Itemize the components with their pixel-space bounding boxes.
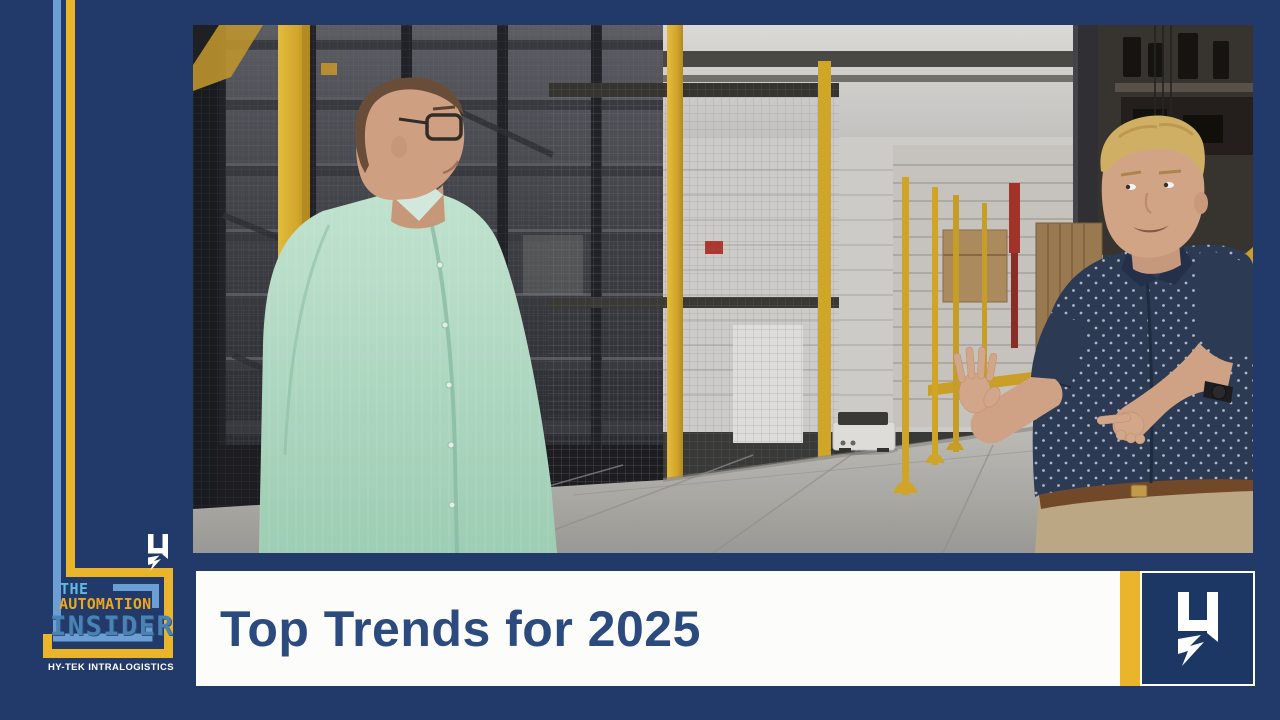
amber-beam — [193, 25, 263, 91]
person-right — [953, 115, 1253, 553]
mobile-robot — [830, 412, 898, 455]
warehouse-scene — [193, 25, 1253, 553]
video-frame[interactable] — [193, 25, 1253, 553]
person-right-pointing-arm — [1112, 343, 1233, 442]
hytek-logo-box — [1140, 571, 1255, 686]
person-left-glasses — [425, 113, 463, 141]
gold-accent-stripe — [1120, 571, 1140, 686]
blue-line — [53, 0, 153, 642]
fire-extinguisher — [1009, 183, 1020, 253]
badge-word-insider: INSIDER — [50, 611, 175, 642]
person-right-face — [1101, 140, 1205, 258]
lower-third-banner: Top Trends for 2025 — [196, 571, 1120, 686]
person-right-raised-arm — [970, 377, 1063, 444]
fence-post-yellow — [667, 25, 683, 540]
hytek-h-lightning-icon — [1177, 591, 1218, 666]
person-right-pointing-hand — [1096, 411, 1146, 445]
person-left — [259, 77, 557, 553]
episode-title: Top Trends for 2025 — [220, 600, 701, 657]
badge-frame-lines — [43, 0, 173, 658]
hytek-h-lightning-icon-small — [148, 534, 168, 571]
person-right-open-hand — [953, 346, 1001, 414]
blue-top-bracket — [113, 584, 159, 608]
gold-line — [43, 0, 173, 658]
person-right-hair — [1100, 115, 1205, 175]
badge-word-automation: AUTOMATION — [59, 595, 152, 613]
badge-word-the: THE — [60, 580, 89, 598]
badge-org-name: HY-TEK INTRALOGISTICS — [47, 662, 175, 673]
person-left-face — [356, 82, 465, 200]
person-left-hair — [354, 77, 464, 173]
